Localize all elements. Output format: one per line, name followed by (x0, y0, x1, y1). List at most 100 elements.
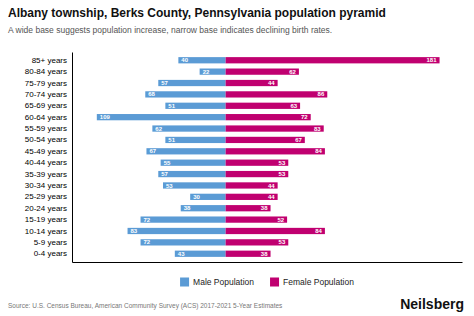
tick-label: 35-39 years (25, 170, 67, 179)
data-label: 30 (193, 194, 200, 200)
tick: 80-84 years (25, 67, 72, 76)
tick: 45-49 years (25, 147, 72, 156)
data-label: 84 (315, 228, 322, 234)
tick: 60-64 years (25, 113, 72, 122)
data-label: 72 (144, 239, 151, 245)
legend-label: Male Population (193, 277, 254, 287)
bar (226, 182, 278, 188)
legend: Male Population Female Population (180, 277, 354, 287)
tick: 40-44 years (25, 158, 72, 167)
bar (226, 103, 300, 109)
y-axis: 0-4 years 5-9 years 10-14 years 15-19 years… (25, 53, 73, 263)
data-label: 44 (268, 80, 275, 86)
tick: 50-54 years (25, 135, 72, 144)
bar (152, 125, 225, 131)
data-label: 53 (279, 239, 286, 245)
data-label: 86 (318, 91, 325, 97)
data-label: 53 (279, 160, 286, 166)
tick-label: 20-24 years (25, 204, 67, 213)
tick-label: 70-74 years (25, 90, 67, 99)
tick-label: 5-9 years (34, 238, 67, 247)
data-label: 38 (261, 251, 268, 257)
tick-label: 0-4 years (34, 249, 67, 258)
bar (226, 194, 278, 200)
tick-label: 15-19 years (25, 215, 67, 224)
data-label: 67 (295, 137, 302, 143)
tick: 25-29 years (25, 192, 72, 201)
bar (128, 228, 226, 234)
bar (190, 194, 225, 200)
bar (158, 80, 225, 86)
data-label: 109 (100, 114, 111, 120)
bar (141, 216, 226, 222)
bar (226, 137, 305, 143)
tick-label: 40-44 years (25, 158, 67, 167)
data-label: 43 (178, 251, 185, 257)
tick-label: 55-59 years (25, 124, 67, 133)
bar (146, 148, 225, 154)
bar (175, 251, 226, 257)
bar (158, 171, 225, 177)
bar (181, 205, 226, 211)
bar (165, 103, 225, 109)
subtitle: A wide base suggests population increase… (8, 25, 332, 35)
data-label: 63 (290, 103, 297, 109)
legend-swatch (270, 278, 279, 287)
bar (226, 69, 299, 75)
bar (226, 171, 289, 177)
branding: Neilsberg (400, 296, 464, 312)
tick: 20-24 years (25, 204, 72, 213)
data-label: 62 (289, 69, 296, 75)
bar (163, 182, 226, 188)
tick: 65-69 years (25, 101, 72, 110)
data-label: 68 (148, 91, 155, 97)
tick: 55-59 years (25, 124, 72, 133)
axis-line (72, 53, 73, 263)
tick-label: 85+ years (32, 56, 67, 65)
bar (161, 160, 226, 166)
bar (226, 216, 287, 222)
tick-label: 45-49 years (25, 147, 67, 156)
data-label: 53 (279, 171, 286, 177)
data-label: 53 (166, 183, 173, 189)
bar (165, 137, 225, 143)
bar (226, 228, 325, 234)
data-label: 38 (261, 205, 268, 211)
data-label: 38 (184, 205, 191, 211)
bar (145, 91, 225, 97)
data-label: 57 (161, 80, 168, 86)
data-label: 57 (161, 171, 168, 177)
data-labels: 4372837238305357556751621095168572240385… (100, 57, 437, 256)
bars (97, 57, 440, 257)
bar (226, 251, 271, 257)
tick-label: 80-84 years (25, 67, 67, 76)
tick: 35-39 years (25, 170, 72, 179)
tick-label: 10-14 years (25, 227, 67, 236)
tick-label: 30-34 years (25, 181, 67, 190)
data-label: 84 (315, 148, 322, 154)
data-label: 72 (301, 114, 308, 120)
tick-label: 65-69 years (25, 101, 67, 110)
tick-label: 75-79 years (25, 79, 67, 88)
bar (200, 69, 226, 75)
data-label: 51 (168, 137, 175, 143)
bar (97, 114, 226, 120)
source-note: Source: U.S. Census Bureau, American Com… (8, 302, 283, 310)
tick: 15-19 years (25, 215, 72, 224)
data-label: 51 (168, 103, 175, 109)
bar-series (97, 57, 226, 257)
bar (226, 239, 289, 245)
data-label: 181 (427, 57, 438, 63)
legend-item: Female Population (270, 277, 354, 287)
legend-swatch (180, 278, 189, 287)
tick-label: 60-64 years (25, 113, 67, 122)
bar (226, 205, 271, 211)
data-label: 67 (149, 148, 156, 154)
tick-label: 25-29 years (25, 192, 67, 201)
bar (141, 239, 226, 245)
tick-label: 50-54 years (25, 135, 67, 144)
bar (226, 148, 325, 154)
data-label: 22 (203, 69, 210, 75)
data-label: 83 (131, 228, 138, 234)
chart: Albany township, Berks County, Pennsylva… (0, 0, 474, 316)
